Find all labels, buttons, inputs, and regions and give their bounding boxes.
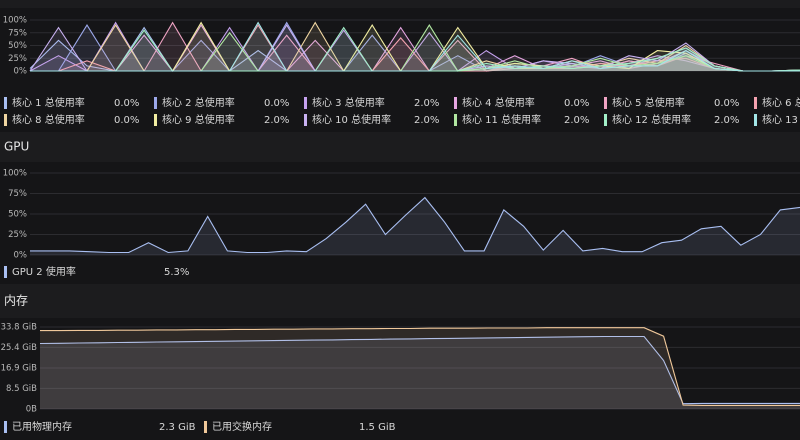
series-area	[40, 336, 800, 409]
legend-swatch	[4, 97, 7, 109]
memory-panel	[0, 318, 800, 440]
y-tick-label: 25.4 GiB	[1, 343, 38, 353]
series-area	[30, 25, 800, 72]
y-tick-label: 0B	[26, 405, 37, 415]
y-tick-label: 25%	[8, 230, 27, 240]
legend-label: 已用物理内存	[12, 420, 72, 433]
legend-label: 核心 9 总使用率	[162, 113, 235, 126]
legend-label: 核心 6 总使用率	[762, 96, 800, 109]
y-tick-label: 50%	[8, 41, 27, 51]
legend-label: GPU 2 使用率	[12, 265, 76, 278]
series-line	[40, 327, 800, 406]
legend-swatch	[604, 114, 607, 126]
legend-swatch	[4, 114, 7, 126]
legend-swatch	[454, 97, 457, 109]
series-line	[30, 24, 800, 72]
legend-label: 核心 1 总使用率	[12, 96, 85, 109]
y-tick-label: 16.9 GiB	[1, 364, 38, 374]
legend-label: 已用交换内存	[212, 420, 272, 433]
series-line	[30, 21, 800, 72]
legend-value: 0.0%	[114, 98, 139, 109]
legend-label: 核心 8 总使用率	[12, 113, 85, 126]
y-tick-label: 100%	[3, 16, 27, 26]
legend-swatch	[204, 421, 207, 433]
legend-swatch	[154, 97, 157, 109]
legend-value: 5.3%	[164, 267, 189, 278]
y-tick-label: 33.8 GiB	[1, 323, 38, 333]
legend-value: 2.0%	[414, 115, 439, 126]
legend-value: 0.0%	[114, 115, 139, 126]
legend-value: 0.0%	[564, 98, 589, 109]
legend-value: 2.0%	[714, 115, 739, 126]
series-area	[30, 22, 800, 72]
legend-value: 0.0%	[264, 98, 289, 109]
legend-swatch	[4, 266, 7, 278]
y-tick-label: 75%	[8, 189, 27, 199]
legend-swatch	[754, 97, 757, 109]
legend-label: 核心 12 总使用率	[612, 113, 691, 126]
y-tick-label: 8.5 GiB	[6, 384, 37, 394]
series-area	[30, 197, 800, 255]
legend-swatch	[604, 97, 607, 109]
legend-value: 2.0%	[414, 98, 439, 109]
legend-label: 核心 13 总使用率	[762, 113, 800, 126]
legend-swatch	[154, 114, 157, 126]
legend-label: 核心 3 总使用率	[312, 96, 385, 109]
legend-label: 核心 2 总使用率	[162, 96, 235, 109]
series-area	[30, 22, 800, 72]
legend-label: 核心 5 总使用率	[612, 96, 685, 109]
legend-swatch	[454, 114, 457, 126]
series-area	[40, 327, 800, 409]
legend-swatch	[754, 114, 757, 126]
legend-swatch	[304, 97, 307, 109]
legend-label: 核心 10 总使用率	[312, 113, 391, 126]
legend-swatch	[304, 114, 307, 126]
y-tick-label: 0%	[14, 251, 28, 261]
y-tick-label: 75%	[8, 28, 27, 38]
legend-value: 2.0%	[564, 115, 589, 126]
gpu-panel	[0, 162, 800, 284]
y-tick-label: 100%	[3, 169, 27, 179]
y-tick-label: 50%	[8, 210, 27, 220]
legend-label: 核心 11 总使用率	[462, 113, 541, 126]
legend-label: 核心 4 总使用率	[462, 96, 535, 109]
legend-value: 1.5 GiB	[359, 422, 396, 433]
section-title: GPU	[4, 140, 29, 154]
legend-value: 2.0%	[264, 115, 289, 126]
series-line	[39, 335, 800, 405]
legend-value: 2.3 GiB	[159, 422, 196, 433]
series-area	[30, 25, 800, 72]
y-tick-label: 0%	[14, 67, 28, 77]
legend-swatch	[4, 421, 7, 433]
section-title: 内存	[4, 294, 28, 308]
y-tick-label: 25%	[8, 54, 27, 64]
legend-value: 0.0%	[714, 98, 739, 109]
series-line	[30, 196, 800, 254]
